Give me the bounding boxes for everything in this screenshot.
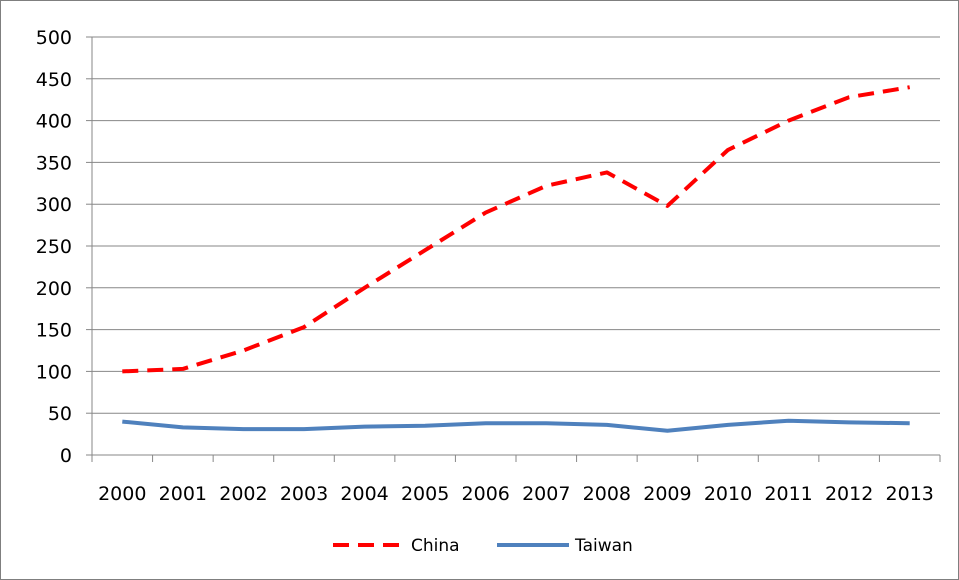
y-tick-label: 50 (48, 403, 72, 425)
y-tick-label: 200 (36, 278, 72, 300)
x-tick-label: 2010 (704, 483, 752, 505)
axes (86, 36, 941, 462)
y-tick-label: 500 (36, 27, 72, 49)
y-tick-label: 300 (36, 194, 72, 216)
y-tick-label: 350 (36, 152, 72, 174)
x-tick-label: 2008 (583, 483, 631, 505)
x-tick-label: 2007 (522, 483, 570, 505)
y-tick-label: 450 (36, 69, 72, 91)
y-tick-label: 0 (60, 445, 72, 467)
x-tick-label: 2001 (159, 483, 207, 505)
x-tick-label: 2000 (98, 483, 146, 505)
x-tick-label: 2011 (764, 483, 812, 505)
y-tick-label: 400 (36, 111, 72, 133)
y-axis-tick-labels: 0 50 100 150 200 250 300 350 400 450 500 (36, 27, 72, 467)
gridlines (92, 36, 940, 414)
legend-label-china: China (411, 536, 460, 556)
x-tick-label: 2005 (401, 483, 449, 505)
y-tick-label: 150 (36, 320, 72, 342)
series-lines (122, 85, 911, 433)
x-tick-label: 2006 (462, 483, 510, 505)
series-line-taiwan (122, 418, 910, 433)
series-line-china (122, 85, 911, 374)
x-tick-label: 2012 (825, 483, 873, 505)
x-tick-label: 2013 (886, 483, 934, 505)
x-tick-label: 2004 (340, 483, 388, 505)
legend: China Taiwan (333, 536, 633, 556)
legend-label-taiwan: Taiwan (574, 536, 633, 556)
x-tick-label: 2002 (219, 483, 267, 505)
x-tick-label: 2003 (280, 483, 328, 505)
y-tick-label: 100 (36, 361, 72, 383)
y-tick-label: 250 (36, 236, 72, 258)
x-tick-label: 2009 (643, 483, 691, 505)
x-axis-tick-labels: 2000 2001 2002 2003 2004 2005 2006 2007 2008 2009… (98, 483, 934, 505)
